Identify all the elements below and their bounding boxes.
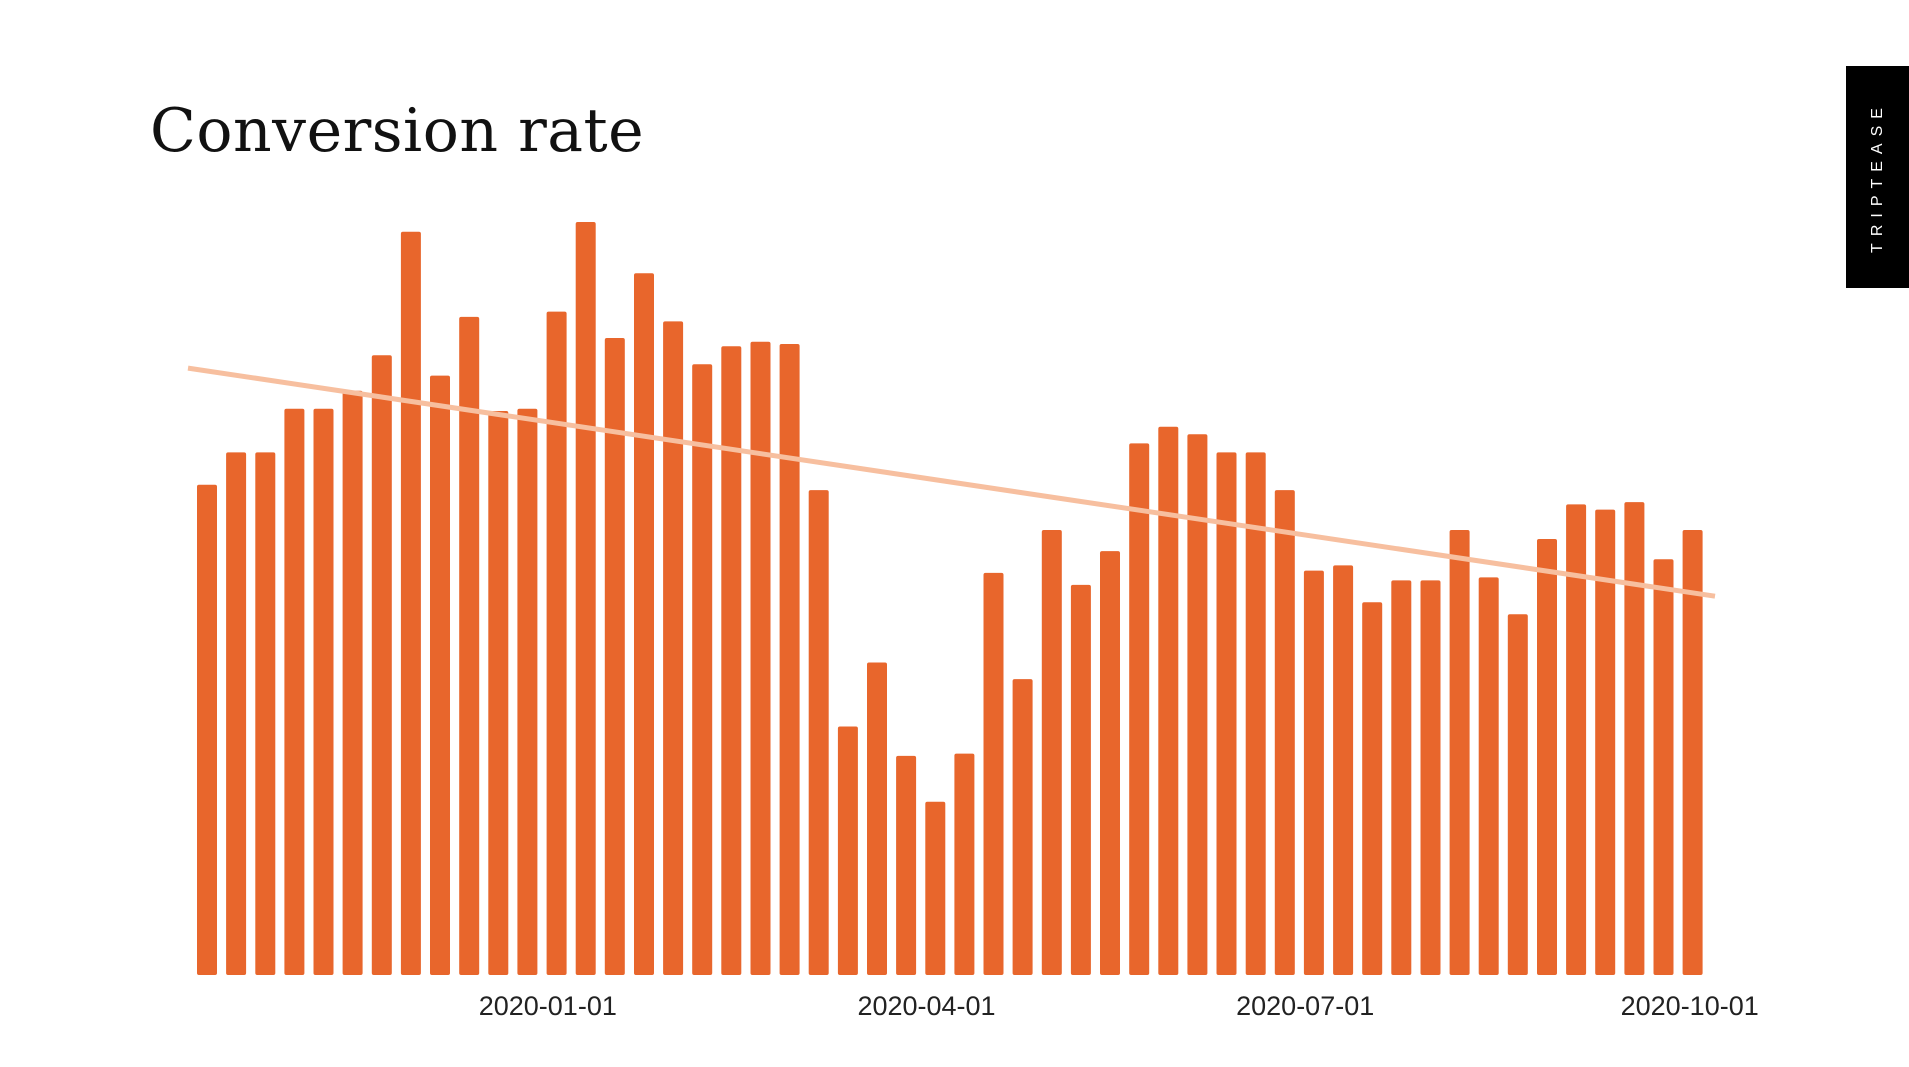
bar (1012, 679, 1033, 975)
bar (1245, 452, 1266, 975)
brand-tab: TRIPTEASE (1846, 66, 1909, 288)
bar (546, 311, 567, 976)
bar (313, 408, 334, 975)
bar (1362, 602, 1383, 975)
bar (779, 344, 800, 975)
bar (983, 572, 1004, 975)
bar (808, 490, 829, 975)
x-tick-label: 2020-01-01 (479, 991, 617, 1021)
x-tick-label: 2020-07-01 (1236, 991, 1374, 1021)
bar (459, 316, 480, 975)
bar (1100, 551, 1120, 975)
x-tick-label: 2020-10-01 (1621, 991, 1759, 1021)
x-tick-label: 2020-04-01 (857, 991, 995, 1021)
bar (692, 364, 713, 975)
bar (1216, 452, 1237, 975)
bar (663, 321, 684, 975)
bar (1537, 539, 1557, 975)
x-axis-ticks: 2020-01-01 2020-04-01 2020-07-01 2020-10-01 (479, 991, 1759, 1021)
bar (1449, 530, 1470, 975)
bar-series (197, 222, 1703, 976)
bar (575, 222, 596, 975)
bar (517, 408, 538, 975)
bar (634, 273, 654, 975)
bar (867, 662, 887, 975)
bar (1507, 614, 1528, 975)
bar (1274, 490, 1295, 975)
bar (255, 452, 276, 975)
chart-title: Conversion rate (150, 96, 645, 166)
bar (1391, 580, 1412, 975)
bar (1566, 504, 1587, 975)
bar (1420, 580, 1441, 975)
bar (837, 726, 858, 975)
bar (342, 390, 363, 975)
bar (284, 408, 305, 975)
bar (226, 452, 247, 975)
bar (430, 375, 450, 976)
bar (1682, 530, 1703, 975)
bar (1158, 426, 1179, 975)
bar (604, 338, 625, 975)
bar (1653, 559, 1674, 975)
bar (371, 355, 392, 975)
bar (1187, 434, 1208, 975)
bar (1303, 570, 1324, 975)
bar (1624, 502, 1645, 975)
bar (1129, 443, 1150, 975)
bar (925, 801, 946, 975)
trend-line (187, 365, 1716, 599)
bar (197, 484, 217, 975)
bar (400, 231, 421, 976)
bar (1595, 509, 1616, 975)
bar (1478, 577, 1499, 975)
bar (954, 753, 975, 975)
bar (750, 341, 771, 975)
bar (1070, 584, 1091, 975)
bar (721, 346, 742, 975)
bar (1333, 565, 1354, 975)
bar (488, 411, 509, 975)
bar (1041, 530, 1062, 975)
bar (896, 755, 917, 975)
